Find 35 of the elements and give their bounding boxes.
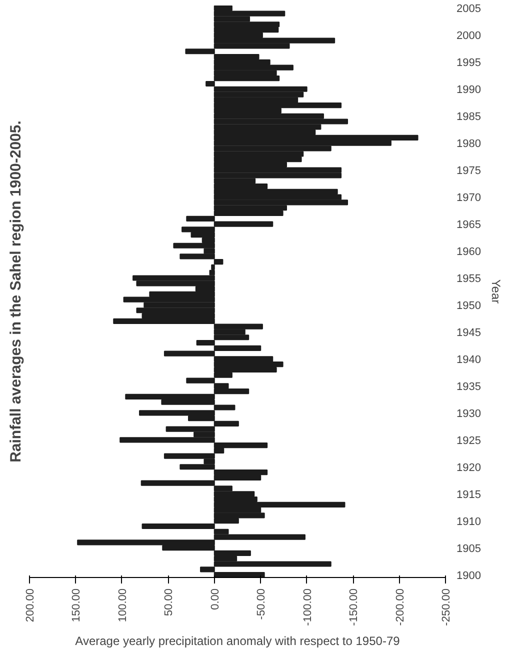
y-tick-label: 1930	[456, 408, 481, 420]
y-tick-label: 1945	[456, 326, 481, 339]
y-tick-label: 1950	[456, 300, 481, 312]
x-tick-label: -250.00	[440, 588, 452, 626]
y-tick-label: 2000	[456, 30, 481, 42]
y-tick-label: 1925	[456, 434, 481, 447]
x-tick-label: 150.00	[70, 588, 83, 622]
y-tick-label: 1975	[456, 165, 481, 178]
y-axis-title: Year	[488, 279, 503, 304]
y-tick-label: 1910	[456, 516, 481, 528]
y-tick-label: 1990	[456, 84, 481, 96]
x-tick-label: 200.00	[24, 588, 36, 622]
y-tick-label: 1960	[456, 246, 481, 258]
y-tick-label: 1955	[456, 273, 481, 286]
y-tick-label: 1970	[456, 192, 481, 204]
text: Rainfall averages in the Sahel region 1900-2005.	[8, 120, 24, 462]
y-tick-label: 1900	[456, 570, 481, 582]
y-tick-label: 1920	[456, 462, 481, 474]
y-tick-label: 1940	[456, 354, 481, 366]
y-tick-label: 2005	[456, 3, 481, 16]
y-tick-label: 1980	[456, 138, 481, 150]
x-tick-label: 50.00	[163, 588, 176, 616]
y-tick-label: 1995	[456, 57, 481, 70]
y-tick-label: 1905	[456, 542, 481, 555]
y-tick-label: 1915	[456, 488, 481, 501]
y-tick-label: 1935	[456, 380, 481, 393]
x-tick-label: -50.00	[256, 588, 268, 620]
y-tick-label: 1965	[456, 219, 481, 232]
x-axis-title: Average yearly precipitation anomaly with respect to 1950-79	[75, 634, 400, 648]
x-tick-label: 100.00	[116, 588, 129, 622]
y-tick-label: 1985	[456, 111, 481, 124]
x-tick-label: -150.00	[348, 588, 360, 626]
x-tick-label: -200.00	[394, 588, 406, 626]
x-tick-label: -100.00	[302, 588, 314, 626]
x-tick-label: 0.00	[209, 588, 222, 610]
